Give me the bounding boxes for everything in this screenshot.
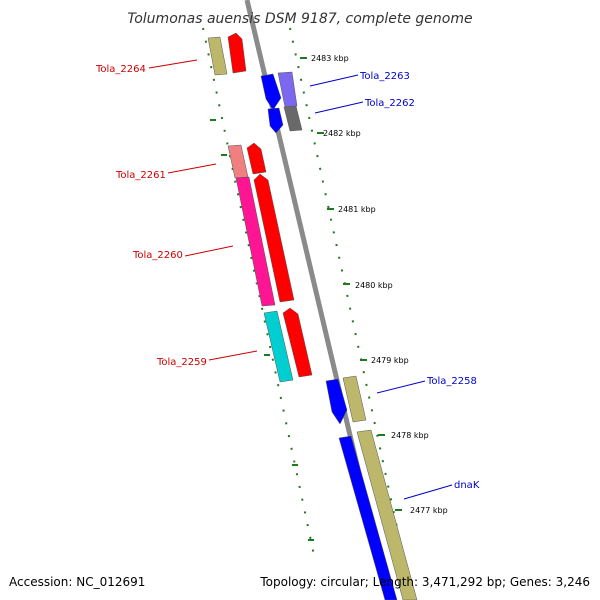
leader-tola-2259 (208, 350, 258, 361)
tick-label-2478: 2478 kbp (391, 431, 429, 440)
gene-label-tola-2263[interactable]: Tola_2263 (359, 71, 410, 82)
tick-label-2482: 2482 kbp (323, 129, 361, 138)
gene-tola-2264-block[interactable] (207, 36, 228, 76)
accession-text: Accession: NC_012691 (9, 575, 145, 589)
leader-tola-2262 (314, 101, 364, 114)
leader-dnak (403, 484, 453, 500)
leader-tola-2264 (148, 59, 198, 69)
label-leaders (148, 59, 453, 500)
gene-label-tola-2264[interactable]: Tola_2264 (95, 64, 146, 75)
gene-label-tola-2262[interactable]: Tola_2262 (364, 98, 415, 109)
gene-tola-2263-arrow[interactable] (260, 73, 282, 111)
leader-tola-2258 (376, 380, 426, 394)
gene-label-tola-2258[interactable]: Tola_2258 (426, 376, 477, 387)
gene-label-tola-2261[interactable]: Tola_2261 (115, 170, 166, 181)
tick-track-outer (202, 27, 316, 561)
gene-tola-2261-block[interactable] (227, 144, 249, 179)
gene-tola-2259-arrow[interactable] (282, 307, 313, 378)
tick-label-2480: 2480 kbp (355, 281, 393, 290)
gene-tola-2258-block[interactable] (342, 375, 367, 423)
tick-label-2477: 2477 kbp (410, 506, 448, 515)
topology-text: Topology: circular; Length: 3,471,292 bp… (259, 575, 590, 589)
gene-tola-2263-block[interactable] (277, 71, 298, 108)
gene-tola-2264-arrow[interactable] (227, 32, 247, 74)
gene-label-dnak[interactable]: dnaK (454, 480, 480, 491)
leader-tola-2260 (184, 245, 234, 257)
gene-tola-2262-block[interactable] (283, 105, 303, 132)
tick-label-2483: 2483 kbp (311, 54, 349, 63)
map-title: Tolumonas auensis DSM 9187, complete gen… (127, 11, 472, 27)
gene-tola-2260-arrow[interactable] (253, 173, 295, 303)
scale-ticks: 2483 kbp 2482 kbp 2481 kbp 2480 kbp 2479… (210, 54, 448, 541)
gene-tola-2260-block[interactable] (235, 176, 276, 307)
gene-tola-2262-arrow[interactable] (267, 107, 284, 134)
gene-label-tola-2259[interactable]: Tola_2259 (156, 357, 207, 368)
gene-tola-2259-block[interactable] (263, 310, 294, 383)
leader-tola-2261 (167, 163, 217, 174)
tick-label-2479: 2479 kbp (371, 356, 409, 365)
gene-tola-2261-arrow[interactable] (246, 142, 267, 175)
leader-tola-2263 (309, 74, 359, 87)
gene-tola-2258-arrow[interactable] (325, 378, 348, 425)
gene-label-tola-2260[interactable]: Tola_2260 (132, 250, 183, 261)
gene-dnak-block[interactable] (356, 429, 418, 600)
tick-label-2481: 2481 kbp (338, 205, 376, 214)
gene-dnak-arrow[interactable] (338, 435, 398, 600)
gene-features (207, 32, 418, 600)
